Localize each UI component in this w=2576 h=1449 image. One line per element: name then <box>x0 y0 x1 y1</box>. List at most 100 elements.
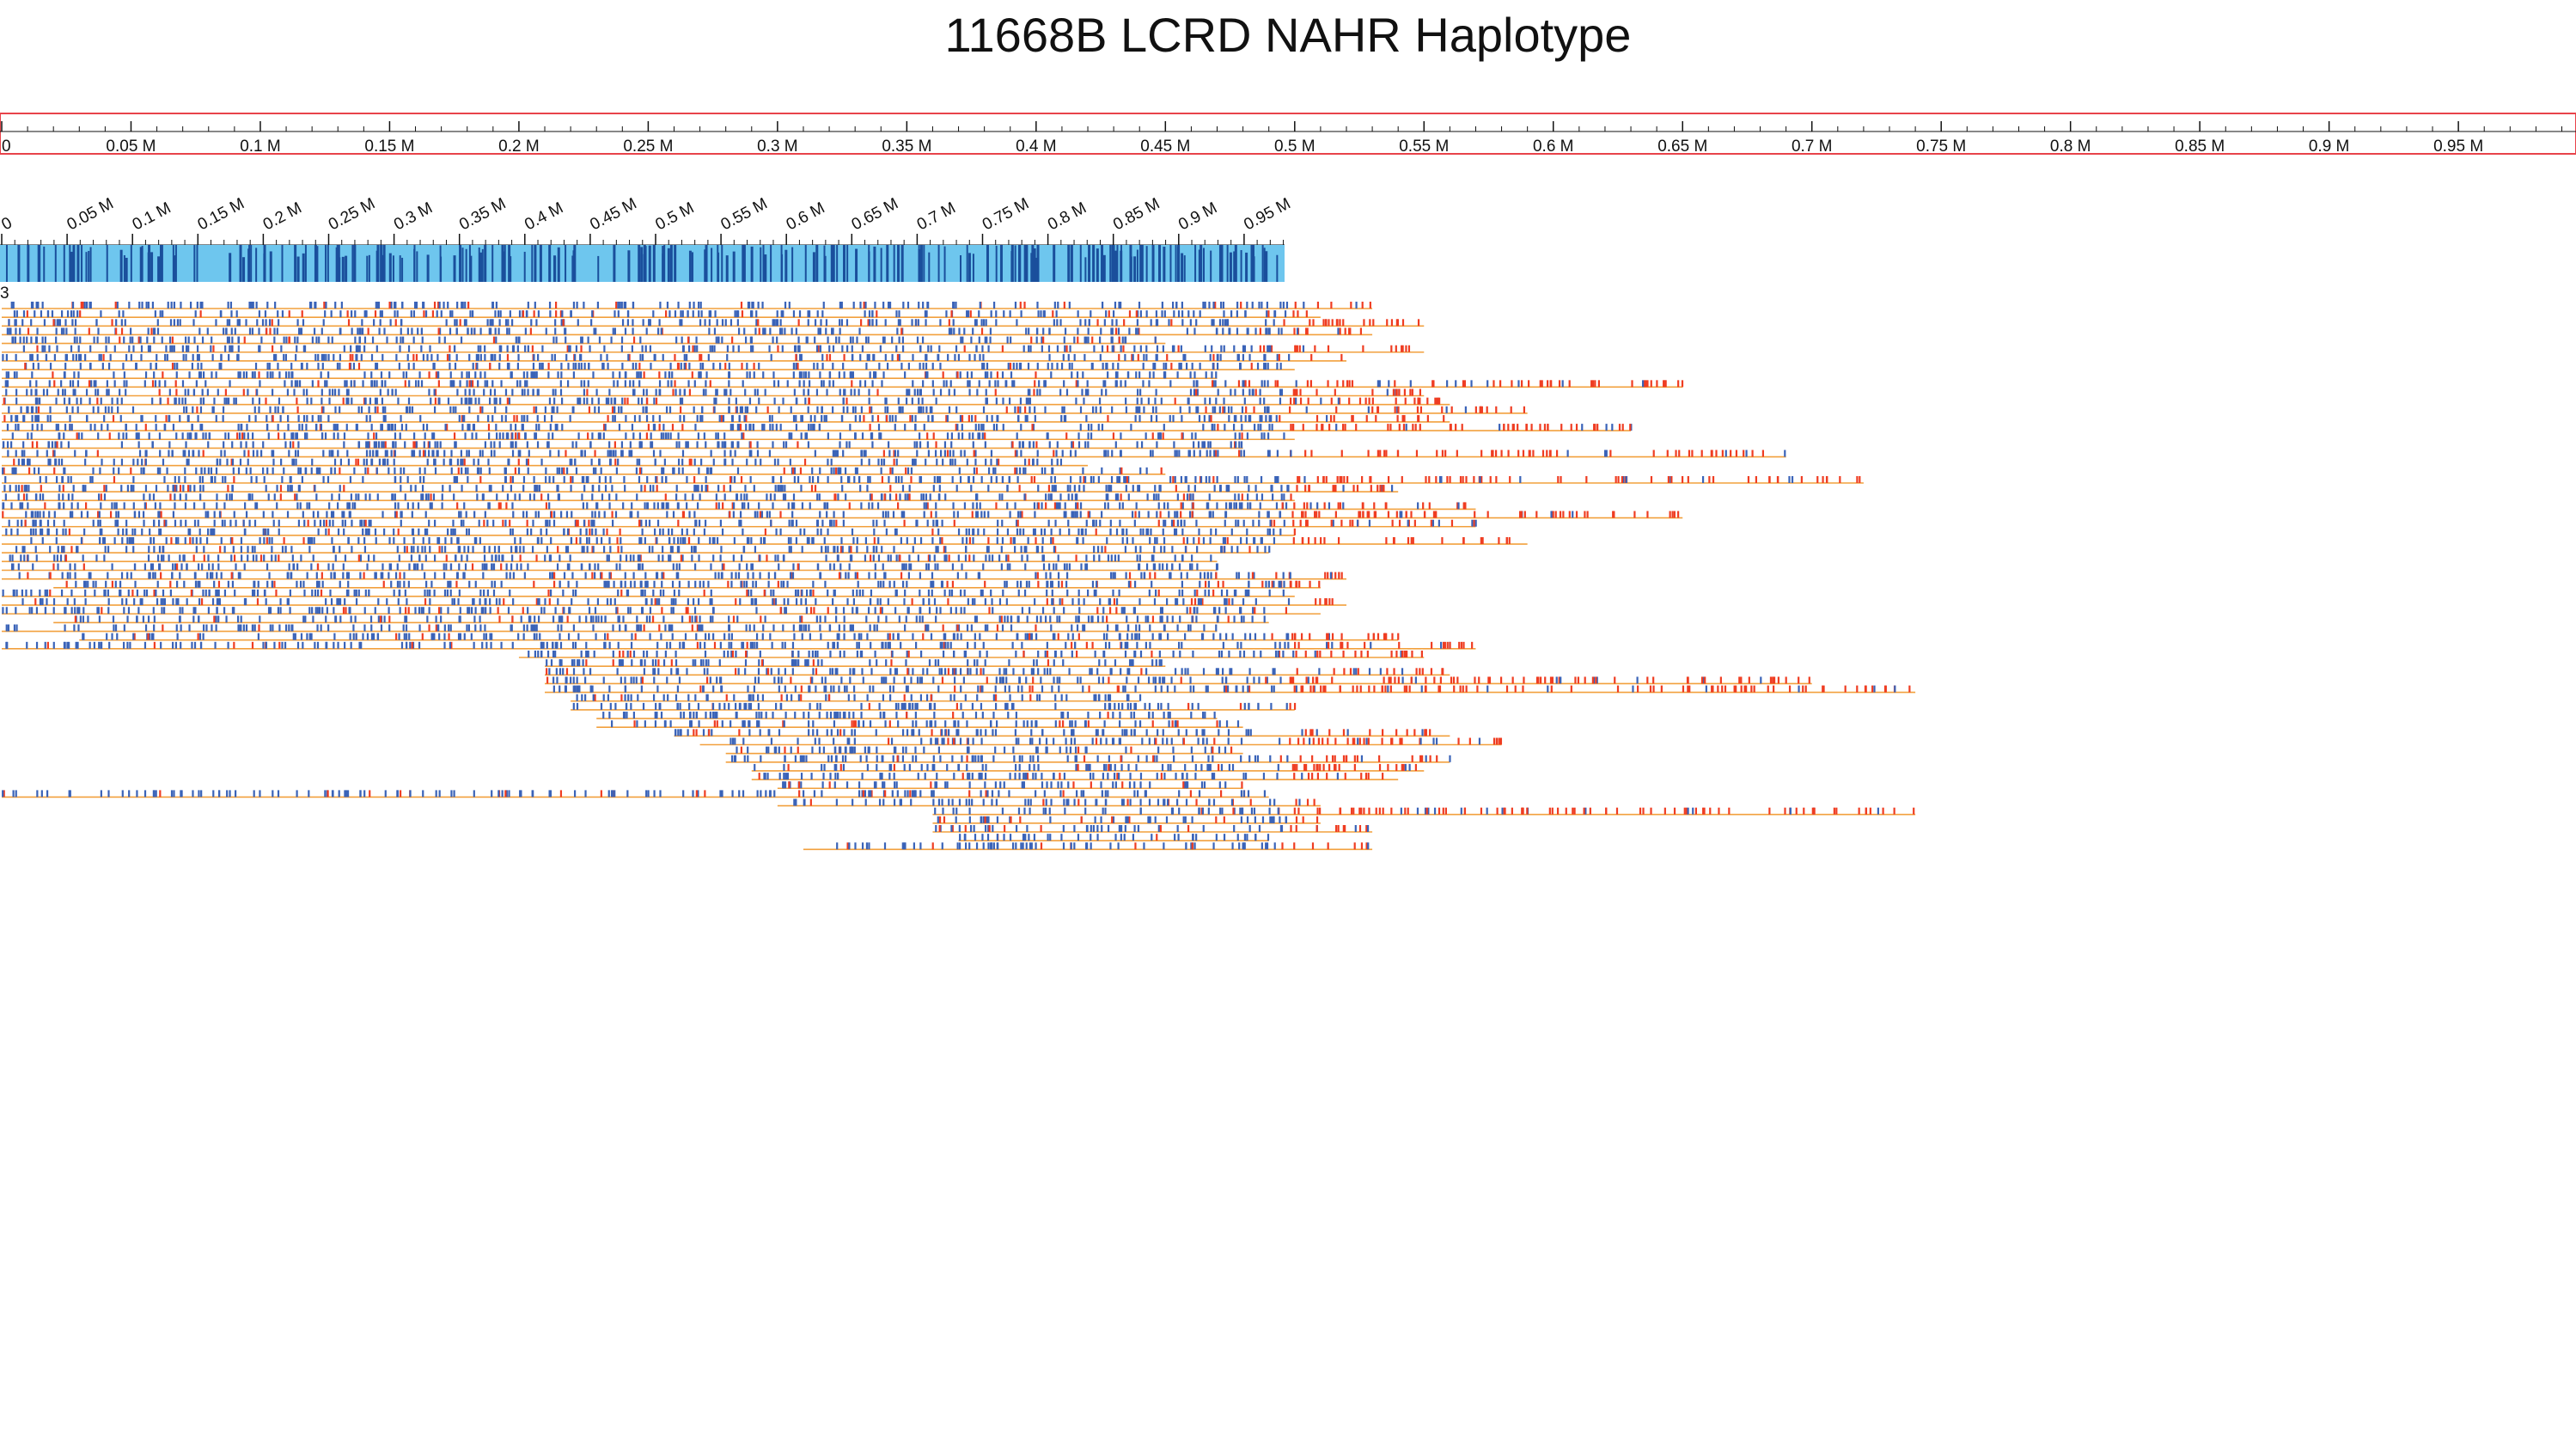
match-tick <box>815 388 819 396</box>
match-tick <box>319 467 321 474</box>
mismatch-tick <box>1019 302 1022 309</box>
match-tick <box>506 493 510 501</box>
haplotype-bar-variant <box>1014 245 1016 282</box>
haplotype-bar <box>0 245 1285 282</box>
match-tick <box>608 449 612 457</box>
match-tick <box>1181 302 1183 309</box>
match-tick <box>77 345 80 352</box>
match-tick <box>1195 319 1198 327</box>
match-tick <box>1259 388 1261 396</box>
match-tick <box>476 467 479 474</box>
match-tick <box>1378 380 1381 388</box>
haplotype-bar-variant <box>504 245 506 282</box>
mismatch-tick <box>1367 449 1370 457</box>
match-tick <box>1270 414 1273 422</box>
mismatch-tick <box>799 467 803 474</box>
mismatch-tick <box>1021 511 1023 518</box>
match-tick <box>1239 363 1242 370</box>
match-tick <box>672 467 675 474</box>
match-tick <box>295 353 297 361</box>
match-tick <box>840 319 844 327</box>
haplotype-bar-variant <box>141 246 143 282</box>
match-tick <box>1063 336 1065 344</box>
match-tick <box>508 397 511 405</box>
match-tick <box>819 371 821 379</box>
match-tick <box>449 485 451 492</box>
match-tick <box>259 380 261 388</box>
match-tick <box>527 467 529 474</box>
match-tick <box>394 467 396 474</box>
match-tick <box>746 371 748 379</box>
match-tick <box>552 388 554 396</box>
match-tick <box>546 441 549 449</box>
match-tick <box>1136 310 1139 318</box>
mismatch-tick <box>343 485 345 492</box>
match-tick <box>660 432 662 440</box>
match-tick <box>128 345 131 352</box>
match-tick <box>644 502 646 510</box>
mismatch-tick <box>1539 380 1541 388</box>
mismatch-tick <box>1499 380 1502 388</box>
mismatch-tick <box>1305 310 1308 318</box>
haplotype-bar-variant <box>304 245 307 282</box>
match-tick <box>774 485 777 492</box>
match-tick <box>613 397 616 405</box>
match-tick <box>581 493 583 501</box>
match-tick <box>258 345 260 352</box>
match-tick <box>305 424 308 431</box>
match-tick <box>375 441 378 449</box>
match-tick <box>631 345 633 352</box>
match-tick <box>443 302 445 309</box>
match-tick <box>27 458 29 466</box>
match-tick <box>423 441 425 449</box>
match-tick <box>338 493 340 501</box>
match-tick <box>815 345 819 352</box>
match-tick <box>269 406 272 413</box>
match-tick <box>876 319 878 327</box>
match-tick <box>1409 380 1412 388</box>
match-tick <box>415 441 418 449</box>
mismatch-tick <box>741 310 744 318</box>
match-tick <box>327 476 330 483</box>
mismatch-tick <box>1296 485 1298 492</box>
match-tick <box>246 424 248 431</box>
match-tick <box>565 336 567 344</box>
match-tick <box>639 353 642 361</box>
mismatch-tick <box>288 336 291 344</box>
match-tick <box>13 467 15 474</box>
mismatch-tick <box>412 353 415 361</box>
match-tick <box>261 319 265 327</box>
mismatch-tick <box>1646 380 1649 388</box>
match-tick <box>313 327 316 335</box>
match-tick <box>638 371 640 379</box>
match-tick <box>823 502 826 510</box>
match-tick <box>723 441 726 449</box>
mismatch-tick <box>1405 345 1407 352</box>
mismatch-tick <box>1392 388 1395 396</box>
match-tick <box>288 449 290 457</box>
match-tick <box>1211 424 1213 431</box>
match-tick <box>677 502 680 510</box>
match-tick <box>235 310 238 318</box>
haplotype-axis-tick-label: 0.45 M <box>587 195 639 235</box>
match-tick <box>891 467 894 474</box>
match-tick <box>583 397 585 405</box>
match-tick <box>151 302 155 309</box>
mismatch-tick <box>1859 476 1861 483</box>
match-tick <box>864 310 866 318</box>
match-tick <box>504 467 506 474</box>
haplotype-bar-variant <box>669 245 673 282</box>
match-tick <box>1156 319 1159 327</box>
haplotype-bar-variant <box>653 245 656 282</box>
match-tick <box>819 327 822 335</box>
match-tick <box>27 432 29 440</box>
match-tick <box>793 388 796 396</box>
mismatch-tick <box>461 414 464 422</box>
match-tick <box>83 302 86 309</box>
match-tick <box>380 424 382 431</box>
mismatch-tick <box>112 414 115 422</box>
haplotype-bar-variant <box>392 255 394 282</box>
match-tick <box>891 336 894 344</box>
match-tick <box>71 380 75 388</box>
match-tick <box>76 380 80 388</box>
